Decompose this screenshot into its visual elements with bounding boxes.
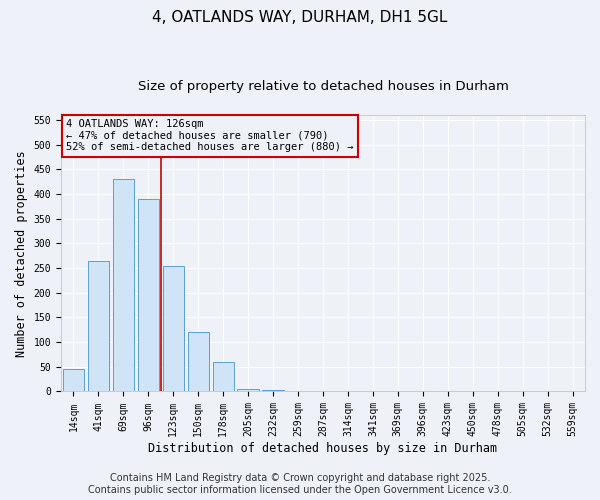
Bar: [212, 362, 234, 392]
Bar: [163, 266, 184, 392]
Text: Contains HM Land Registry data © Crown copyright and database right 2025.
Contai: Contains HM Land Registry data © Crown c…: [88, 474, 512, 495]
Bar: [188, 332, 209, 392]
Text: 4 OATLANDS WAY: 126sqm
← 47% of detached houses are smaller (790)
52% of semi-de: 4 OATLANDS WAY: 126sqm ← 47% of detached…: [66, 119, 353, 152]
Bar: [238, 389, 259, 392]
Text: 4, OATLANDS WAY, DURHAM, DH1 5GL: 4, OATLANDS WAY, DURHAM, DH1 5GL: [152, 10, 448, 25]
Bar: [262, 390, 284, 392]
X-axis label: Distribution of detached houses by size in Durham: Distribution of detached houses by size …: [148, 442, 497, 455]
Bar: [63, 370, 84, 392]
Bar: [88, 260, 109, 392]
Bar: [113, 179, 134, 392]
Bar: [137, 199, 159, 392]
Y-axis label: Number of detached properties: Number of detached properties: [15, 150, 28, 356]
Title: Size of property relative to detached houses in Durham: Size of property relative to detached ho…: [137, 80, 508, 93]
